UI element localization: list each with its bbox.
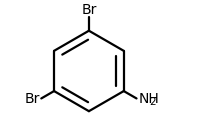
- Text: 2: 2: [150, 97, 156, 107]
- Text: Br: Br: [25, 92, 40, 106]
- Text: NH: NH: [139, 92, 159, 106]
- Text: Br: Br: [81, 3, 97, 17]
